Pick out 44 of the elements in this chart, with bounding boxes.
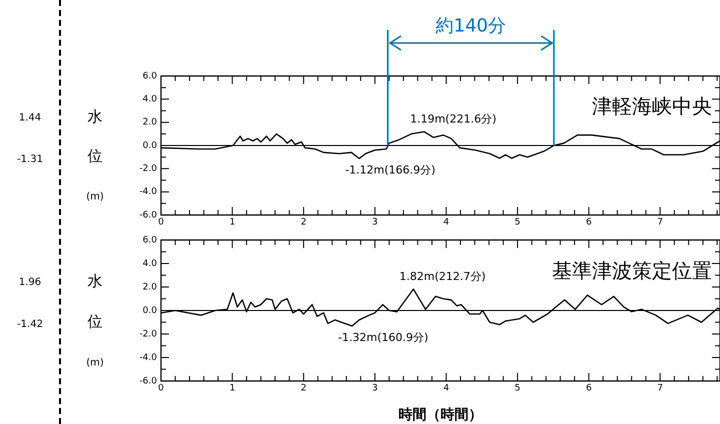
x-tick-label: 1 bbox=[229, 218, 236, 228]
annotation: 1.19m(221.6分) bbox=[410, 112, 496, 126]
text: 1.44 bbox=[18, 112, 42, 124]
x-tick-label: 4 bbox=[443, 218, 450, 228]
y-tick-label: -6.0 bbox=[139, 210, 158, 220]
x-tick-label: 3 bbox=[372, 384, 378, 394]
text: -1.31 bbox=[17, 154, 43, 165]
x-tick-label: 2 bbox=[300, 384, 306, 394]
x-tick-label: 4 bbox=[443, 384, 450, 394]
y-tick-label: -4.0 bbox=[139, 352, 158, 363]
x-tick-label: 6 bbox=[586, 384, 592, 394]
x-tick-label: 1 bbox=[229, 384, 236, 394]
y-tick-label: -4.0 bbox=[139, 187, 158, 198]
text: 約140分 bbox=[436, 16, 506, 37]
text: -1.42 bbox=[17, 319, 43, 330]
text: 水位(m) bbox=[86, 108, 104, 203]
x-tick-label: 3 bbox=[372, 218, 378, 228]
annotation: 基準津波策定位置 bbox=[552, 258, 712, 283]
x-tick-label: 2 bbox=[300, 218, 306, 228]
x-tick-label: 0 bbox=[158, 218, 164, 228]
y-tick-label: 0.0 bbox=[142, 306, 158, 316]
annotation: 1.82m(212.7分) bbox=[399, 270, 486, 283]
x-tick-label: 7 bbox=[657, 218, 663, 228]
x-tick-label: 7 bbox=[657, 384, 663, 394]
y-tick-label: 0.0 bbox=[142, 140, 158, 151]
y-tick-label: 2.0 bbox=[142, 118, 158, 128]
x-tick-label: 5 bbox=[514, 384, 520, 394]
y-tick-label: -2.0 bbox=[139, 329, 158, 340]
y-tick-label: 2.0 bbox=[142, 282, 158, 292]
text: 水位(m) bbox=[86, 272, 104, 368]
x-tick-label: 5 bbox=[514, 218, 520, 228]
y-tick-label: 6.0 bbox=[142, 71, 158, 82]
y-tick-label: -6.0 bbox=[139, 376, 158, 386]
annotation: -1.12m(166.9分) bbox=[345, 163, 436, 176]
y-tick-label: 4.0 bbox=[142, 94, 158, 105]
x-tick-label: 0 bbox=[158, 384, 164, 394]
annotation: 津軽海峡中央 bbox=[592, 94, 712, 118]
y-tick-label: 6.0 bbox=[142, 235, 158, 246]
x-tick-label: 6 bbox=[586, 218, 592, 228]
y-tick-label: -2.0 bbox=[139, 164, 158, 174]
y-tick-label: 4.0 bbox=[142, 258, 158, 269]
x-axis-title: 時間（時間） bbox=[398, 407, 482, 424]
text: 1.96 bbox=[18, 276, 42, 288]
annotation: -1.32m(160.9分) bbox=[338, 330, 428, 344]
